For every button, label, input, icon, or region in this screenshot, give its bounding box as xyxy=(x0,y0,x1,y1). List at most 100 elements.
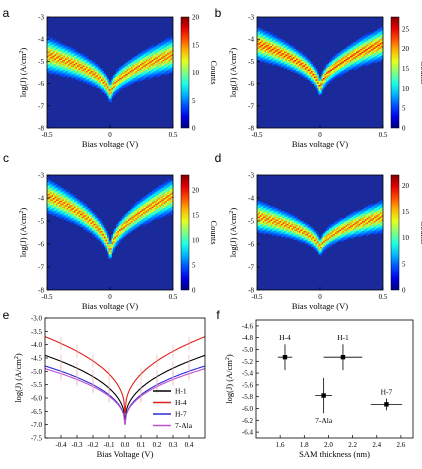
heatmap-cell xyxy=(161,69,163,72)
heatmap-cell xyxy=(71,208,73,210)
heatmap-cell xyxy=(75,209,78,212)
heatmap-cell xyxy=(57,71,60,73)
heatmap-cell xyxy=(159,64,162,66)
heatmap-cell xyxy=(314,75,316,77)
heatmap-cell xyxy=(150,48,153,51)
heatmap-cell xyxy=(116,242,118,245)
heatmap-cell xyxy=(272,36,274,39)
heatmap-cell xyxy=(86,79,88,82)
heatmap-cell xyxy=(92,213,94,216)
heatmap-cell xyxy=(350,68,352,71)
heatmap-cell xyxy=(62,198,64,200)
heatmap-cell xyxy=(48,48,51,51)
heatmap-cell xyxy=(60,195,63,197)
heatmap-cell xyxy=(162,200,165,203)
heatmap-cell xyxy=(53,203,55,206)
heatmap-cell xyxy=(152,50,154,52)
heatmap-cell xyxy=(156,72,159,75)
heatmap-cell xyxy=(48,51,51,54)
heatmap-cell xyxy=(105,78,108,80)
heatmap-cell xyxy=(258,229,261,232)
heatmap-cell xyxy=(126,80,129,83)
heatmap-cell xyxy=(159,51,162,54)
heatmap-cell xyxy=(150,69,153,72)
heatmap-cell xyxy=(303,55,306,58)
heatmap-cell xyxy=(332,58,334,61)
heatmap-cell xyxy=(165,50,168,52)
heatmap-cell xyxy=(374,43,376,46)
heatmap-cell xyxy=(129,212,132,215)
heatmap-cell xyxy=(122,80,124,83)
heatmap-cell xyxy=(90,78,93,80)
heatmap-cell xyxy=(48,185,51,187)
heatmap-cell xyxy=(65,193,67,196)
heatmap-cell xyxy=(150,195,153,197)
heatmap-cell xyxy=(357,51,360,54)
heatmap-cell xyxy=(132,57,135,59)
heatmap-cell xyxy=(162,40,165,43)
heatmap-cell xyxy=(114,242,117,245)
heatmap-cell xyxy=(98,79,100,82)
heatmap-cell xyxy=(371,61,373,64)
heatmap-cell xyxy=(120,66,123,69)
heatmap-cell xyxy=(50,180,52,183)
heatmap-cell xyxy=(93,213,96,216)
heatmap-cell xyxy=(171,54,174,57)
heatmap-cell xyxy=(372,60,375,62)
heatmap-cell xyxy=(281,46,283,48)
heatmap-cell xyxy=(95,76,97,79)
heatmap-cell xyxy=(141,216,144,219)
heatmap-cell xyxy=(74,73,76,76)
heatmap-cell xyxy=(170,36,172,39)
heatmap-cell xyxy=(272,60,274,62)
heatmap-cell xyxy=(315,75,318,77)
heatmap-cell xyxy=(162,210,165,213)
heatmap-cell xyxy=(362,61,364,64)
heatmap-cell xyxy=(134,212,136,215)
heatmap-cell xyxy=(81,218,84,220)
heatmap-cell xyxy=(90,218,93,220)
heatmap-cell xyxy=(59,66,61,69)
heatmap-cell xyxy=(48,57,51,59)
heatmap-cell xyxy=(377,60,379,62)
heatmap-cell xyxy=(56,48,58,51)
heatmap-cell xyxy=(282,62,285,65)
heatmap-cell xyxy=(279,54,282,57)
heatmap-cell xyxy=(144,61,147,64)
heatmap-cell xyxy=(264,58,267,61)
heatmap-cell xyxy=(147,75,150,77)
heatmap-cell xyxy=(119,228,121,230)
heatmap-cell xyxy=(320,86,322,89)
heatmap-cell xyxy=(375,41,378,44)
heatmap-cell xyxy=(285,46,288,48)
heatmap-cell xyxy=(62,62,64,65)
heatmap-cell xyxy=(125,66,127,69)
heatmap-cell xyxy=(269,53,271,55)
heatmap-cell xyxy=(129,60,132,62)
heatmap-cell xyxy=(57,203,60,206)
heatmap-cell xyxy=(153,53,156,55)
heatmap-cell xyxy=(326,76,328,79)
heatmap-cell xyxy=(120,82,123,84)
heatmap-cell xyxy=(363,35,366,37)
heatmap-cell xyxy=(272,50,274,52)
heatmap-cell xyxy=(86,212,88,215)
heatmap-cell xyxy=(102,238,105,240)
heatmap-cell xyxy=(96,83,99,86)
heatmap-cell xyxy=(293,54,295,57)
heatmap-cell xyxy=(275,36,277,39)
heatmap-cell xyxy=(287,50,289,52)
heatmap-cell xyxy=(324,72,327,75)
heatmap-cell xyxy=(326,82,328,84)
heatmap-cell xyxy=(77,64,79,66)
heatmap-cell xyxy=(129,229,132,232)
heatmap-cell xyxy=(63,61,66,64)
heatmap-cell xyxy=(339,64,342,66)
heatmap-cell xyxy=(89,215,91,217)
heatmap-cell xyxy=(105,236,108,239)
colorbar-tick-label: 15 xyxy=(402,65,410,73)
heatmap-cell xyxy=(117,89,120,91)
heatmap-cell xyxy=(147,55,150,58)
heatmap-cell xyxy=(170,47,172,50)
